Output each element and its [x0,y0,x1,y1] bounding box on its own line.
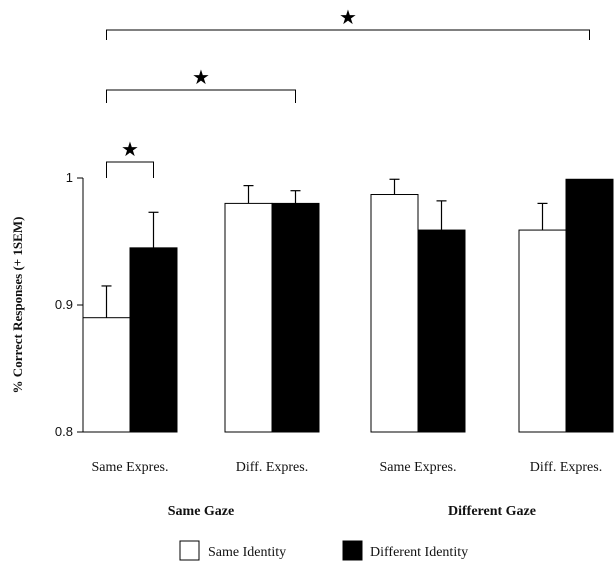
bar-different-identity [129,247,178,433]
legend-swatch-different-identity [342,540,363,561]
legend-label: Same Identity [208,545,286,560]
bar-different-identity [271,202,320,433]
x-category-label: Diff. Expres. [530,460,602,475]
y-tick-label: 0.9 [55,297,73,312]
bar-same-identity [82,317,131,433]
significance-star-icon: ★ [192,65,210,89]
y-axis-label: % Correct Responses (+ 1SEM) [10,217,25,394]
bar-same-identity [224,202,273,433]
legend-swatch-same-identity [179,540,200,561]
bar-different-identity [417,229,466,433]
y-tick-label: 0.8 [55,424,73,439]
significance-star-icon: ★ [121,137,139,161]
significance-bracket [106,161,154,178]
x-category-label: Same Expres. [92,460,169,475]
x-category-label: Same Expres. [380,460,457,475]
significance-bracket [106,89,296,103]
significance-star-icon: ★ [339,5,357,29]
legend-label: Different Identity [370,545,468,560]
x-group-label: Same Gaze [168,504,234,519]
bar-different-identity [565,178,614,433]
bar-same-identity [518,229,567,433]
x-category-label: Diff. Expres. [236,460,308,475]
y-tick-label: 1 [66,170,73,185]
significance-bracket [106,29,590,40]
x-group-label: Different Gaze [448,504,536,519]
bar-same-identity [370,194,419,433]
